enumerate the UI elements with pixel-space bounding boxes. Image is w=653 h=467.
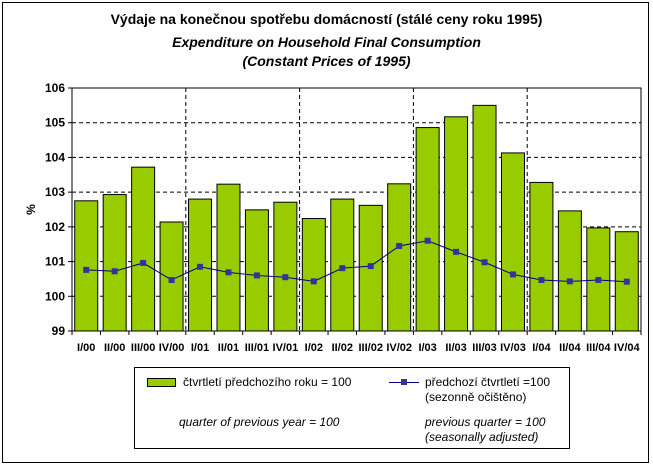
- line-point-IV-03: [509, 271, 516, 278]
- legend-line-label-cz-2: (sezonně očištěno): [425, 390, 527, 404]
- legend-bar-swatch: [147, 378, 176, 387]
- series-line-prev-quarter: [86, 240, 627, 283]
- y-tick-label-3: 102: [45, 220, 65, 234]
- legend-bars-label-cz: čtvrtletí předchozího roku = 100: [183, 375, 352, 389]
- chart-title: Výdaje na konečnou spotřebu domácností (…: [110, 11, 543, 27]
- line-point-IV-02: [396, 242, 403, 249]
- x-tick-label-IV-01: IV/01: [273, 342, 299, 354]
- line-point-III-02: [367, 263, 374, 270]
- bar-III-01: [244, 209, 269, 332]
- y-axis-label: %: [24, 204, 38, 215]
- line-point-II-00: [111, 268, 118, 275]
- line-point-IV-00: [168, 276, 175, 283]
- bar-IV-01: [273, 201, 298, 332]
- bar-IV-02: [387, 183, 412, 332]
- line-point-I-03: [424, 237, 431, 244]
- line-point-II-04: [566, 278, 573, 285]
- x-tick-label-I-01: I/01: [191, 342, 209, 354]
- bar-I-03: [415, 127, 440, 332]
- y-tick-label-6: 105: [45, 116, 65, 130]
- x-tick-label-III-04: III/04: [586, 342, 611, 354]
- x-tick-label-IV-04: IV/04: [614, 342, 641, 354]
- y-tick-label-4: 103: [45, 185, 65, 199]
- legend-line-swatch: [389, 379, 419, 385]
- bar-III-03: [472, 104, 497, 332]
- x-tick-label-IV-00: IV/00: [159, 342, 185, 354]
- line-point-III-01: [253, 272, 260, 279]
- line-point-IV-01: [282, 274, 289, 281]
- x-tick-label-I-04: I/04: [532, 342, 551, 354]
- y-tick-label-5: 104: [45, 150, 65, 164]
- plot-area: [72, 88, 641, 331]
- x-tick-label-II-01: II/01: [218, 342, 239, 354]
- line-point-II-02: [339, 265, 346, 272]
- bar-II-03: [444, 116, 469, 332]
- legend-line-label-en-2: (seasonally adjusted): [425, 430, 539, 444]
- bar-II-01: [216, 183, 241, 332]
- bar-II-04: [557, 210, 582, 332]
- legend: čtvrtletí předchozího roku = 100 quarter…: [134, 367, 570, 449]
- legend-line-marker: [401, 379, 407, 385]
- bar-I-00: [74, 200, 99, 332]
- line-point-III-04: [595, 276, 602, 283]
- y-tick-label-2: 101: [45, 255, 65, 269]
- bar-I-02: [301, 218, 326, 332]
- x-tick-label-III-01: III/01: [245, 342, 269, 354]
- bar-I-04: [529, 181, 554, 332]
- x-tick-label-IV-03: IV/03: [500, 342, 526, 354]
- y-tick-label-7: 106: [45, 81, 65, 95]
- x-tick-label-II-04: II/04: [559, 342, 581, 354]
- x-tick-label-I-02: I/02: [305, 342, 323, 354]
- y-tick-label-1: 100: [45, 289, 65, 303]
- bar-II-02: [330, 198, 355, 332]
- y-tick-label-0: 99: [52, 324, 66, 338]
- line-point-I-02: [310, 278, 317, 285]
- bar-IV-03: [500, 152, 525, 332]
- bar-IV-00: [159, 221, 184, 332]
- x-tick-label-III-03: III/03: [472, 342, 496, 354]
- chart-subtitle-en-line1: Expenditure on Household Final Consumpti…: [172, 34, 481, 50]
- legend-line-label-cz-1: předchozí čtvrtletí =100: [425, 375, 551, 389]
- x-tick-label-IV-02: IV/02: [386, 342, 412, 354]
- line-point-III-00: [140, 259, 147, 266]
- bar-II-00: [102, 194, 127, 332]
- line-point-II-01: [225, 269, 232, 276]
- legend-line-label-en-1: previous quarter = 100: [425, 415, 546, 429]
- line-point-I-04: [538, 276, 545, 283]
- line-point-II-03: [453, 248, 460, 255]
- x-tick-label-II-00: II/00: [104, 342, 125, 354]
- line-point-I-00: [83, 266, 90, 273]
- x-tick-label-II-03: II/03: [445, 342, 466, 354]
- line-point-III-03: [481, 259, 488, 266]
- x-tick-label-I-03: I/03: [418, 342, 436, 354]
- chart-subtitle-en-line2: (Constant Prices of 1995): [242, 53, 411, 69]
- line-point-IV-04: [623, 278, 630, 285]
- x-tick-label-III-02: III/02: [358, 342, 382, 354]
- x-tick-label-II-02: II/02: [332, 342, 353, 354]
- bar-III-00: [131, 166, 156, 332]
- line-point-I-01: [197, 263, 204, 270]
- x-tick-label-III-00: III/00: [131, 342, 155, 354]
- x-tick-label-I-00: I/00: [77, 342, 95, 354]
- legend-bars-label-en: quarter of previous year = 100: [179, 415, 340, 429]
